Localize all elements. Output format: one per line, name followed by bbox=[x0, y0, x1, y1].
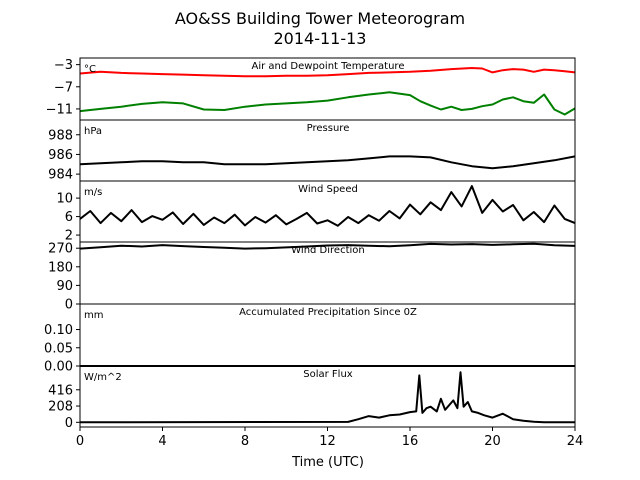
y-tick-label-solar-2: 416 bbox=[48, 383, 73, 398]
panel-pressure: 984 986 988 Pressure hPa bbox=[48, 119, 576, 183]
y-tick-label-pressure-0: 984 bbox=[48, 168, 73, 183]
unit-label-solar: W/m^2 bbox=[84, 372, 122, 383]
panel-title-wind-direction: Wind Direction bbox=[291, 245, 365, 256]
panel-title-temp: Air and Dewpoint Temperature bbox=[252, 61, 405, 72]
figure-title-line1: AO&SS Building Tower Meteorogram bbox=[175, 9, 465, 28]
y-tick-label-precip-0: 0.00 bbox=[44, 360, 73, 375]
y-tick-label-wind-direction-0: 0 bbox=[65, 298, 73, 313]
x-tick-label-4: 16 bbox=[402, 434, 419, 449]
y-tick-label-temp-2: −11 bbox=[46, 102, 73, 117]
panel-wind-direction: 0 90 180 270 Wind Direction bbox=[48, 241, 576, 313]
x-axis: 0 4 8 12 16 20 24 bbox=[76, 427, 583, 449]
y-tick-label-wind-speed-2: 10 bbox=[56, 192, 73, 207]
x-tick-label-6: 24 bbox=[567, 434, 584, 449]
y-tick-label-solar-0: 0 bbox=[65, 416, 73, 431]
unit-label-pressure: hPa bbox=[84, 126, 102, 137]
x-tick-label-2: 8 bbox=[241, 434, 249, 449]
y-tick-label-wind-speed-1: 6 bbox=[65, 210, 73, 225]
y-tick-label-pressure-2: 988 bbox=[48, 128, 73, 143]
panel-wind-speed: 2 6 10 Wind Speed m/s bbox=[56, 180, 576, 244]
unit-label-precip: mm bbox=[84, 310, 103, 321]
y-tick-label-pressure-1: 986 bbox=[48, 148, 73, 163]
y-tick-label-wind-direction-3: 270 bbox=[48, 242, 73, 257]
unit-label-temp: °C bbox=[84, 64, 96, 75]
x-tick-label-5: 20 bbox=[484, 434, 501, 449]
series-line-temp-1 bbox=[79, 91, 576, 116]
panel-title-precip: Accumulated Precipitation Since 0Z bbox=[239, 307, 417, 318]
x-tick-label-1: 4 bbox=[158, 434, 166, 449]
panel-title-solar: Solar Flux bbox=[303, 369, 353, 380]
panel-title-wind-speed: Wind Speed bbox=[298, 184, 358, 195]
x-axis-title: Time (UTC) bbox=[291, 455, 364, 470]
x-tick-label-3: 12 bbox=[319, 434, 336, 449]
series-line-wind-speed-0 bbox=[79, 185, 576, 227]
series-line-wind-direction-0 bbox=[79, 242, 576, 250]
series-line-temp-0 bbox=[79, 67, 576, 78]
panel-title-pressure: Pressure bbox=[307, 123, 350, 134]
y-tick-label-precip-2: 0.10 bbox=[44, 323, 73, 338]
figure-title-line2: 2014-11-13 bbox=[274, 29, 367, 48]
panel-temp: −3 −7 −11 Air and Dewpoint Temperature °C bbox=[46, 57, 576, 121]
unit-label-wind-speed: m/s bbox=[84, 187, 102, 198]
x-tick-label-0: 0 bbox=[76, 434, 84, 449]
series-line-pressure-0 bbox=[79, 155, 576, 170]
y-tick-label-wind-speed-0: 2 bbox=[65, 229, 73, 244]
y-tick-label-temp-0: −3 bbox=[54, 58, 73, 73]
y-tick-label-temp-1: −7 bbox=[54, 80, 73, 95]
y-tick-label-wind-direction-1: 90 bbox=[56, 279, 73, 294]
panels-group: −3 −7 −11 Air and Dewpoint Temperature °C 984… bbox=[44, 57, 576, 431]
y-tick-label-precip-1: 0.05 bbox=[44, 341, 73, 356]
y-tick-label-solar-1: 208 bbox=[48, 400, 73, 415]
series-line-solar-0 bbox=[79, 371, 576, 424]
panel-precip: 0.00 0.05 0.10 Accumulated Precipitation Si… bbox=[44, 303, 576, 375]
y-tick-label-wind-direction-2: 180 bbox=[48, 260, 73, 275]
